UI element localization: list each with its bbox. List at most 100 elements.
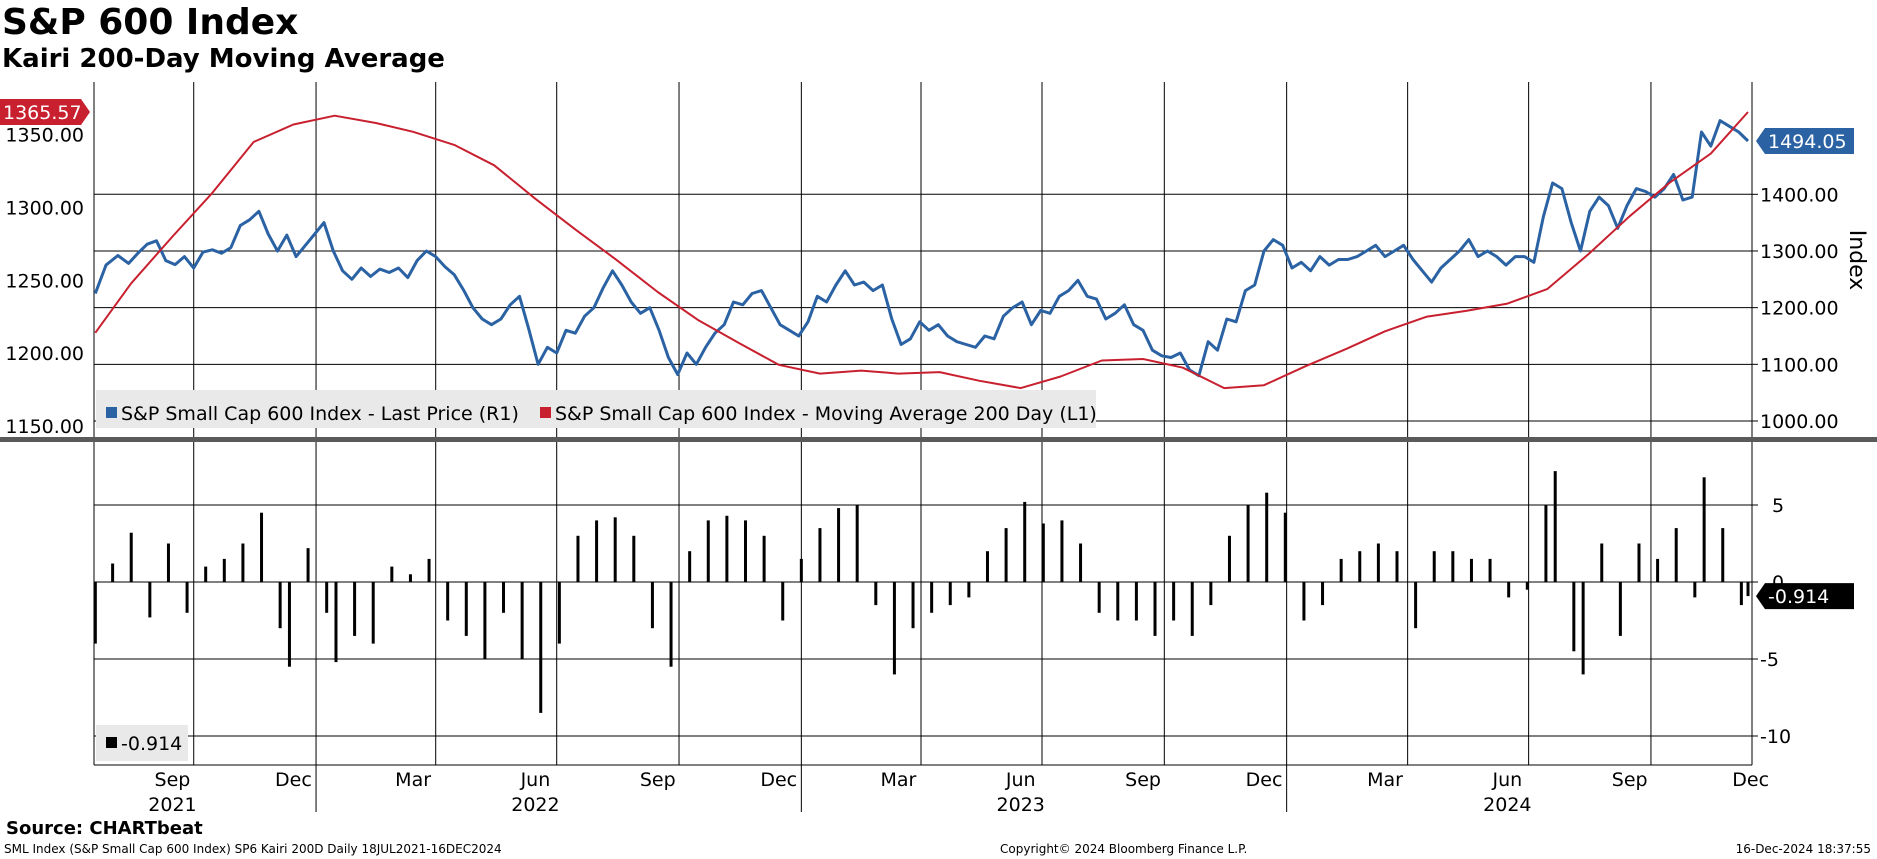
kairi-last-value-shape [1756, 583, 1854, 610]
kairi-bar [408, 574, 412, 582]
right-tick-label: 1200.00 [1760, 298, 1839, 320]
ma-last-value-shape [0, 99, 90, 125]
kairi-bar [1693, 582, 1697, 598]
kairi-bar [1265, 492, 1269, 582]
ma-last-value: 1365.57 [3, 102, 82, 124]
kairi-bar [325, 582, 329, 613]
right-tick-label: 1400.00 [1760, 184, 1839, 206]
right-tick-label: 1000.00 [1760, 411, 1839, 433]
kairi-bar [148, 582, 152, 618]
x-year-label: 2021 [148, 794, 196, 816]
x-month-label: Jun [520, 769, 551, 791]
kairi-bar [874, 582, 878, 606]
kairi-bar [287, 582, 291, 667]
right-axis-title: Index [1844, 230, 1869, 291]
x-month-label: Jun [1005, 769, 1036, 791]
kairi-bar [669, 582, 673, 667]
price-last-value-shape [1756, 128, 1854, 154]
kairi-bar [1246, 505, 1250, 582]
legend-swatch-kairi [106, 737, 117, 748]
kairi-bar [725, 515, 729, 582]
kairi-bar [427, 558, 431, 582]
right-tick-label: 1300.00 [1760, 241, 1839, 263]
kairi-bar [1721, 528, 1725, 582]
kairi-bar [1553, 471, 1557, 582]
kairi-bar [1414, 582, 1418, 629]
x-month-label: Sep [640, 769, 676, 791]
kairi-bar [1739, 582, 1743, 606]
x-month-label: Dec [760, 769, 797, 791]
kairi-bar [371, 582, 375, 644]
kairi-bar [1432, 551, 1436, 582]
legend-label-ma: S&P Small Cap 600 Index - Moving Average… [555, 403, 1097, 425]
kairi-bar [799, 558, 803, 582]
kairi-bar [1746, 582, 1750, 597]
left-tick-label: 1150.00 [5, 416, 84, 438]
kairi-bar [464, 582, 468, 636]
price-line [93, 119, 1750, 378]
x-month-label: Dec [275, 769, 312, 791]
panel-separator [0, 437, 1877, 442]
kairi-bar [1190, 582, 1194, 636]
kairi-bar [1060, 520, 1064, 582]
right-tick-label: 1100.00 [1760, 354, 1839, 376]
top-legend-box [96, 390, 1096, 428]
kairi-bar [278, 582, 282, 629]
kairi-bar [222, 558, 226, 582]
kairi-bar [1507, 582, 1511, 598]
kairi-bar [892, 582, 896, 675]
kairi-bar [1525, 582, 1529, 590]
kairi-bar [762, 535, 766, 582]
kairi-bar [632, 535, 636, 582]
x-month-label: Sep [1125, 769, 1161, 791]
kairi-bar [1358, 551, 1362, 582]
kairi-bar [390, 566, 394, 582]
moving-average-line [94, 111, 1749, 390]
kairi-bar [1581, 582, 1585, 675]
kairi-bar [557, 582, 561, 644]
bottom-tick-label: 5 [1772, 495, 1784, 517]
kairi-bar [353, 582, 357, 636]
left-tick-label: 1300.00 [5, 198, 84, 220]
kairi-bar [446, 582, 450, 621]
kairi-bar [911, 582, 915, 629]
kairi-bar [166, 543, 170, 582]
kairi-bar [1702, 477, 1706, 582]
kairi-bar [1134, 582, 1138, 621]
price-last-value: 1494.05 [1768, 131, 1847, 153]
kairi-bar [260, 512, 264, 582]
series-info: SML Index (S&P Small Cap 600 Index) SP6 … [4, 842, 502, 856]
kairi-bar [967, 582, 971, 598]
kairi-bar [1572, 582, 1576, 652]
source-note: Source: CHARTbeat [6, 818, 203, 839]
x-year-label: 2023 [997, 794, 1045, 816]
x-month-label: Mar [880, 769, 916, 791]
kairi-bar [650, 582, 654, 629]
kairi-bar [1116, 582, 1120, 621]
kairi-bar [129, 532, 133, 582]
timestamp: 16-Dec-2024 18:37:55 [1735, 842, 1871, 856]
kairi-bar [483, 582, 487, 659]
kairi-bar [520, 582, 524, 659]
kairi-bar [185, 582, 189, 613]
legend-label-price: S&P Small Cap 600 Index - Last Price (R1… [121, 403, 519, 425]
left-tick-label: 1250.00 [5, 270, 84, 292]
legend-swatch-ma [540, 407, 551, 418]
kairi-bar [334, 582, 338, 663]
kairi-bar [576, 535, 580, 582]
x-year-label: 2024 [1483, 794, 1531, 816]
kairi-bar [241, 543, 245, 582]
kairi-bar [1469, 558, 1473, 582]
kairi-bar [1488, 558, 1492, 582]
kairi-bar [1023, 501, 1027, 582]
x-month-label: Mar [395, 769, 431, 791]
kairi-bar [855, 505, 859, 582]
x-month-label: Mar [1367, 769, 1403, 791]
copyright: Copyright© 2024 Bloomberg Finance L.P. [1000, 842, 1248, 856]
kairi-bar [1097, 582, 1101, 613]
x-month-label: Dec [1732, 769, 1769, 791]
kairi-bar [1153, 582, 1157, 636]
x-month-label: Jun [1492, 769, 1523, 791]
kairi-bar [706, 520, 710, 582]
